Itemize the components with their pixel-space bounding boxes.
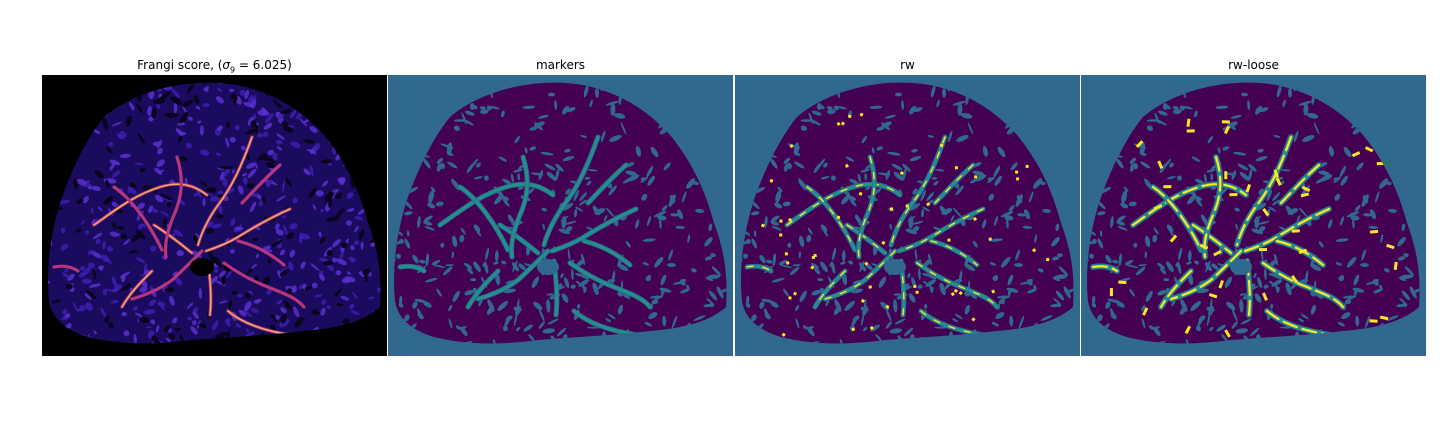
markers-image — [388, 75, 733, 356]
panel-title-rw-loose: rw-loose — [1228, 58, 1279, 72]
sigma-subscript: 9 — [230, 65, 236, 75]
rw-loose-canvas — [1081, 75, 1426, 356]
rw-canvas — [735, 75, 1080, 356]
vessel-layer — [744, 107, 1050, 338]
center-void — [190, 258, 214, 276]
frangi-score-canvas — [42, 75, 387, 356]
rw-image — [735, 75, 1080, 356]
sigma-symbol: σ — [222, 58, 231, 72]
center-void — [884, 259, 906, 275]
title-frangi-prefix: Frangi score, ( — [137, 58, 223, 72]
center-void — [1230, 259, 1252, 275]
rw-loose-image — [1081, 75, 1426, 356]
panel-title-frangi: Frangi score, (σ9 = 6.025) — [42, 58, 387, 77]
panel-title-markers: markers — [535, 58, 586, 72]
center-void — [537, 259, 559, 275]
frangi-score-image — [42, 75, 387, 356]
title-frangi-suffix: = 6.025) — [235, 58, 292, 72]
markers-canvas — [388, 75, 733, 356]
vessel-layer — [52, 135, 306, 337]
panel-title-rw: rw — [900, 58, 915, 72]
